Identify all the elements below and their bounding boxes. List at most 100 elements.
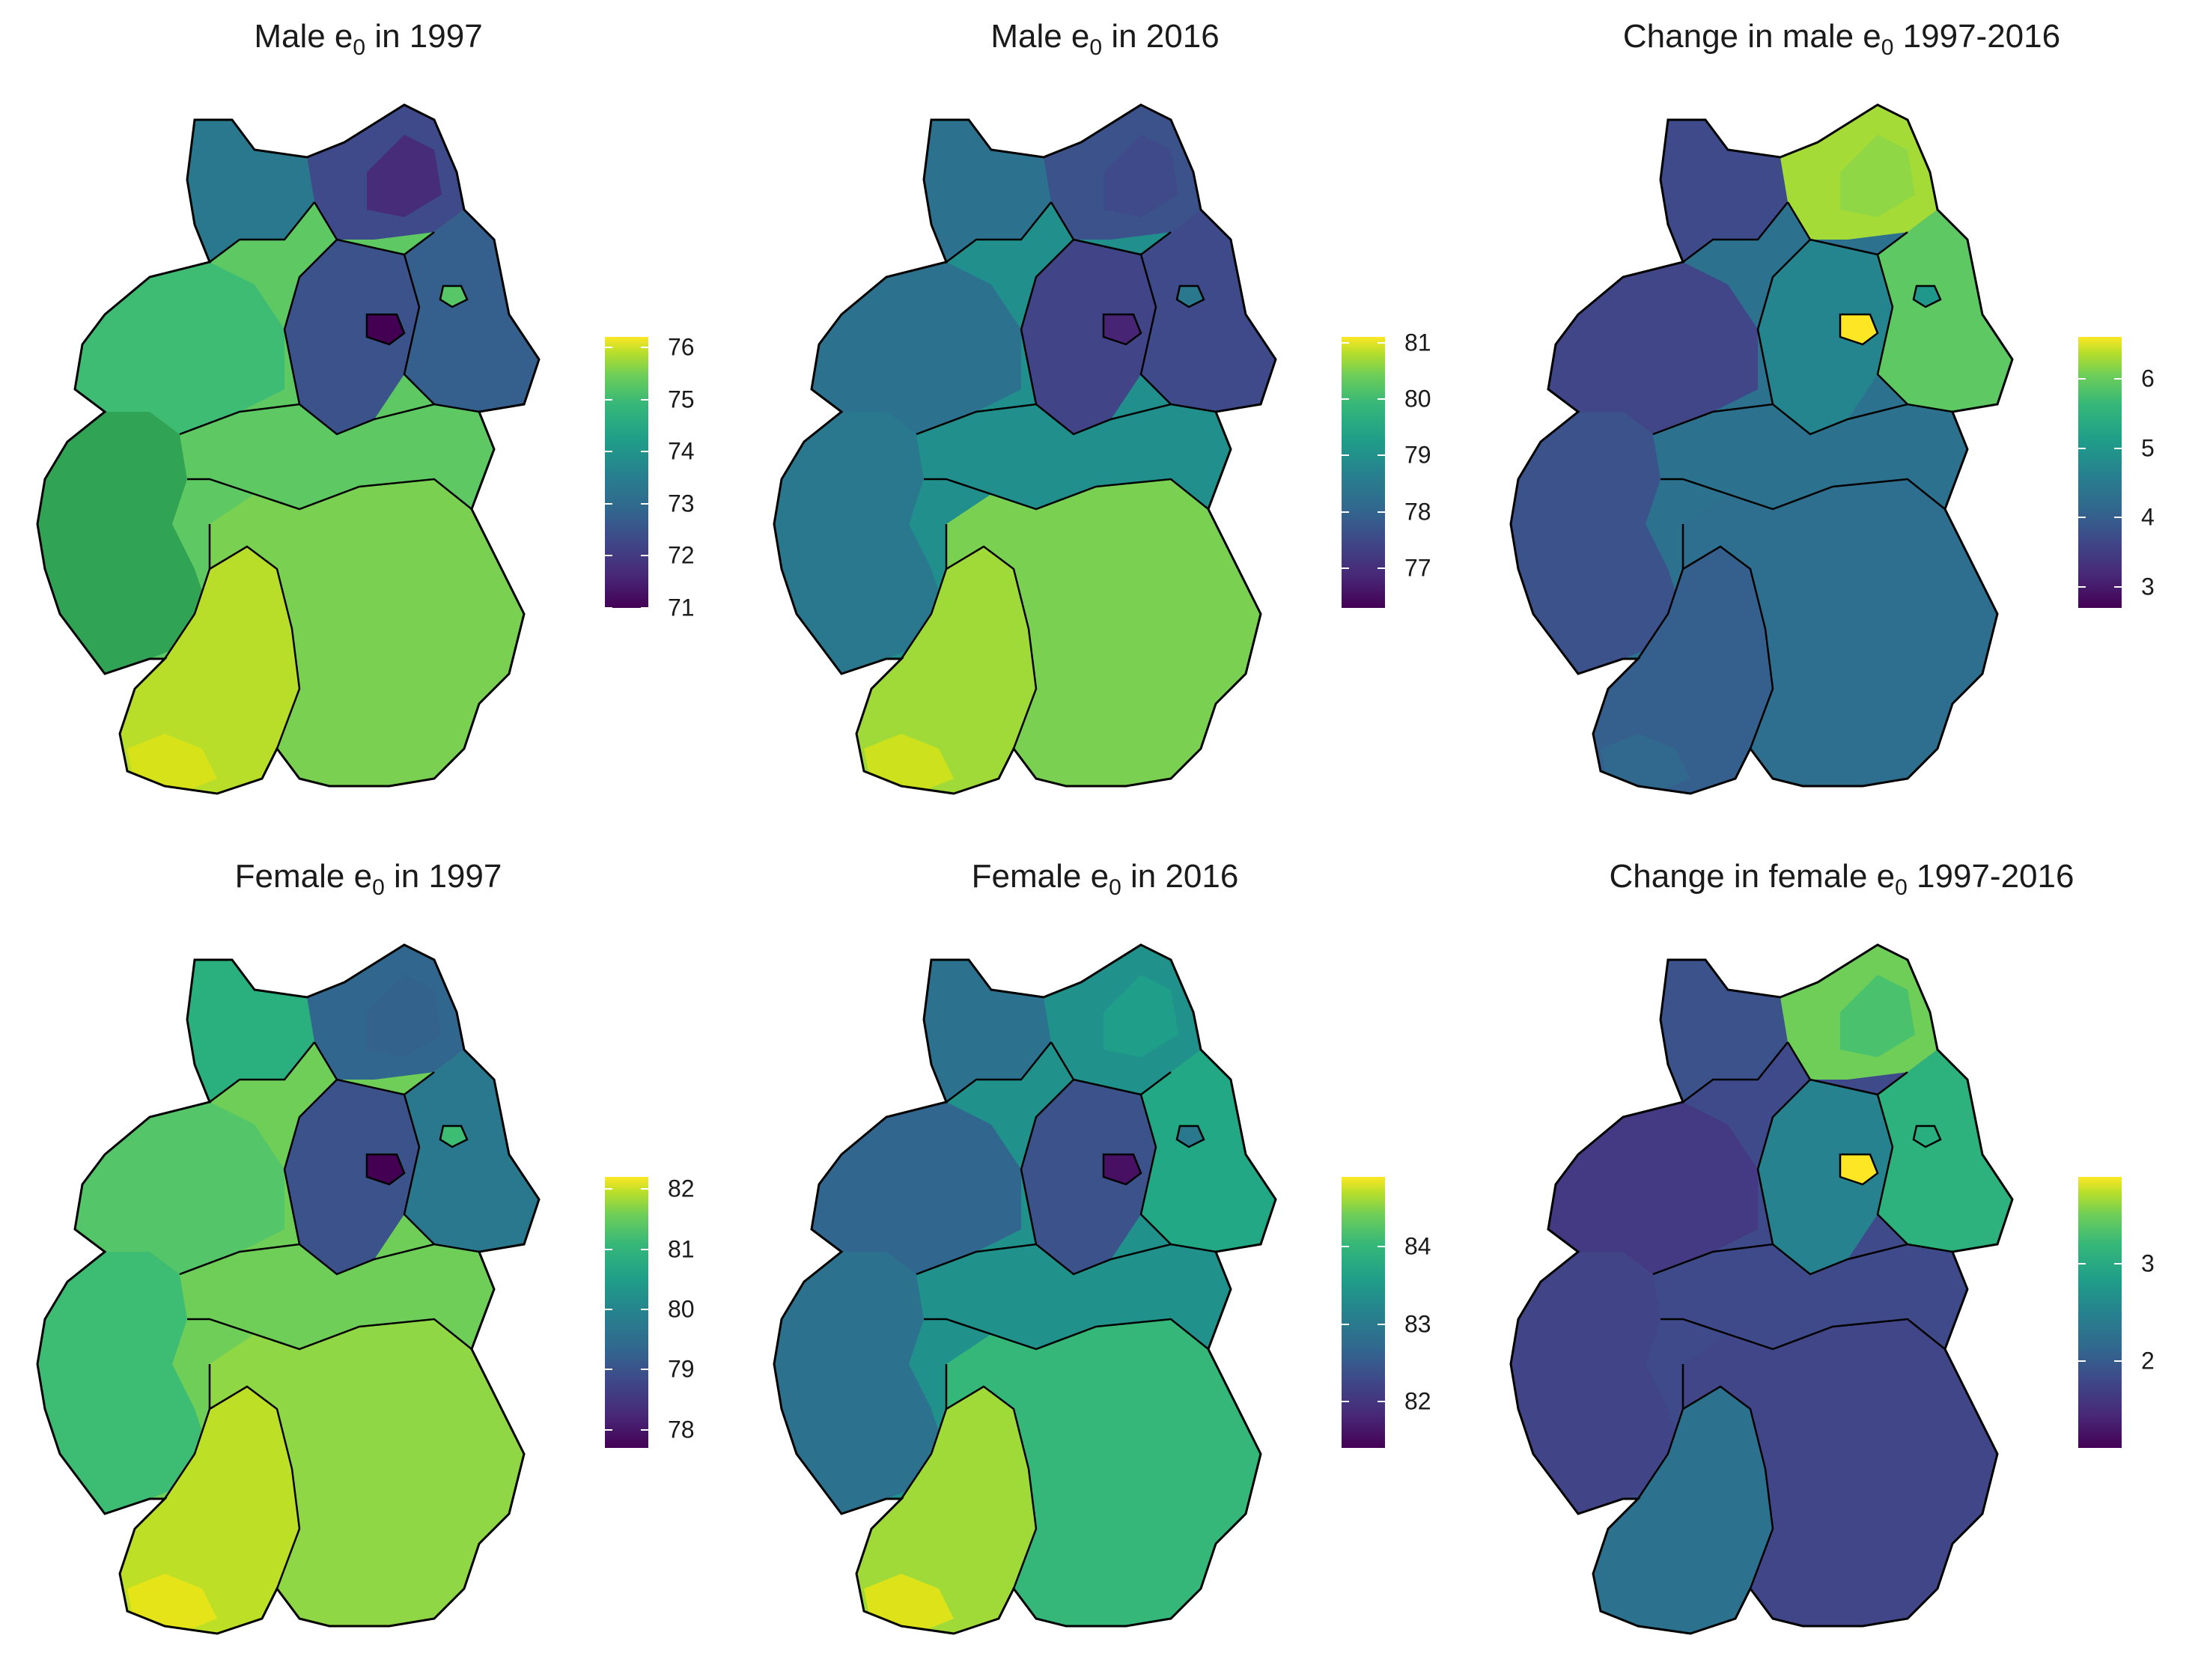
state-border [403,1094,435,1245]
title-suffix: in 1997 [365,18,483,55]
region-east [1878,1050,2012,1252]
legend-colorbar [1342,337,1385,608]
legend-tick-mark [605,1369,612,1371]
state-border [1756,201,1812,405]
germany-map [1509,103,2014,795]
legend-tick-label: 71 [668,594,695,621]
state-border [163,524,211,660]
map-panel-male-2016: Male e0 in 2016 77 78 79 80 81 [737,0,1473,840]
region-south-east [946,479,1261,786]
legend-colorbar [2078,337,2122,608]
legend-tick-mark [1378,454,1385,457]
legend-tick-mark [641,607,648,609]
region-center [180,404,494,509]
region-south-west [856,1387,1036,1634]
panel-title: Male e0 in 2016 [737,18,1473,59]
state-border [1876,254,1908,405]
legend-tick-label: 72 [668,541,695,569]
region-hotspot [365,313,406,346]
title-subscript: 0 [1109,875,1121,900]
region-sw-bright [864,1574,954,1634]
region-center-east [1021,1080,1156,1274]
title-subscript: 0 [372,875,385,900]
state-border [900,524,948,660]
legend-tick-mark [1342,1400,1349,1402]
panel-title: Male e0 in 1997 [0,18,737,59]
legend-tick-label: 2 [2141,1347,2155,1375]
legend-tick-label: 82 [1404,1387,1431,1415]
legend-tick-mark [1342,1246,1349,1248]
country-outline [36,943,541,1635]
state-border [1682,1041,1789,1103]
legend-tick-mark [641,1248,648,1250]
legend-tick-mark [2114,1360,2122,1362]
state-border [1637,1364,1684,1500]
state-border [209,1385,301,1589]
state-border [916,1243,1217,1276]
region-ne-dark [367,135,442,217]
title-subscript: 0 [1895,875,1908,900]
legend-tick-label: 75 [668,386,695,413]
region-west [774,1252,946,1514]
legend-colorbar [2078,1177,2122,1448]
state-border [1139,1094,1172,1245]
region-center [1653,404,1967,509]
legend-colorbar [605,337,648,608]
state-border [209,545,301,749]
legend-tick-mark [1378,398,1385,400]
legend-tick-mark [2078,1360,2086,1362]
region-sw-bright [864,734,954,794]
state-border [187,478,472,511]
legend-tick-mark [605,502,612,505]
legend-tick-mark [1342,398,1349,400]
region-south-east [1683,479,1997,786]
country-outline [1509,943,2014,1635]
legend-tick-label: 74 [668,437,695,465]
legend-tick-mark [641,1428,648,1431]
legend-tick-label: 3 [2141,1250,2155,1277]
legend-tick-mark [2078,447,2086,449]
legend-tick-mark [605,1428,612,1431]
legend-tick-mark [641,1308,648,1310]
region-hotspot [1102,1153,1142,1186]
legend-tick-mark [2114,586,2122,588]
region-south-east [210,479,524,786]
legend-tick-label: 73 [668,490,695,517]
legend-tick-label: 3 [2141,573,2155,600]
color-legend: 71 72 73 74 75 76 [605,333,717,621]
legend-tick-label: 80 [668,1295,695,1323]
state-border [924,1318,1209,1351]
germany-map [773,103,1277,795]
region-north [1660,960,1788,1102]
legend-tick-label: 82 [668,1175,695,1202]
legend-tick-label: 81 [668,1235,695,1263]
region-north [1660,120,1788,262]
title-subscript: 0 [1881,35,1894,60]
legend-tick-label: 6 [2141,365,2155,392]
region-south-west [1593,1387,1773,1634]
region-east [1141,210,1276,412]
region-ne-dark [367,975,442,1057]
color-legend: 3 4 5 6 [2078,337,2191,608]
legend-tick-mark [641,451,648,453]
region-nw [812,262,1021,434]
legend-tick-mark [605,451,612,453]
region-sw-bright [1601,734,1690,794]
legend-tick-label: 78 [668,1416,695,1443]
region-east [1878,210,2012,412]
region-ne-dark [1840,975,1915,1057]
state-border [209,201,315,263]
title-suffix: 1997-2016 [1907,858,2074,895]
region-berlin [439,1124,469,1148]
color-legend: 77 78 79 80 81 [1342,329,1454,608]
legend-tick-mark [605,398,612,401]
region-hotspot [1102,313,1142,346]
legend-tick-mark [2114,447,2122,449]
country-outline [1509,103,2014,795]
germany-map [1509,943,2014,1635]
region-east [404,210,539,412]
legend-tick-mark [605,555,612,557]
color-legend: 82 83 84 [1342,1177,1454,1448]
region-west [1511,412,1683,674]
